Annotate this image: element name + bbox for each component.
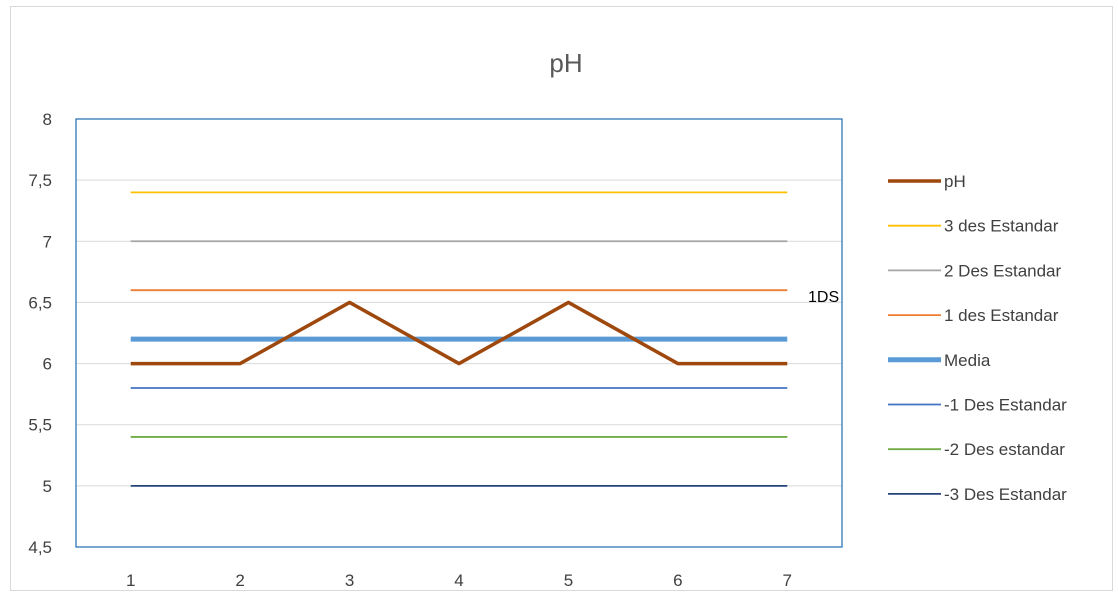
chart-title: pH xyxy=(549,48,582,78)
legend-label-ph: pH xyxy=(944,172,966,191)
x-tick-label: 6 xyxy=(673,571,682,590)
legend-label-3-des-estandar: 3 des Estandar xyxy=(944,217,1059,236)
y-axis-ticks: 4,5 5 5,5 6 6,5 7 7,5 8 xyxy=(28,110,52,557)
x-axis-ticks: 1 2 3 4 5 6 7 xyxy=(126,571,792,590)
annotation-label: 1DS xyxy=(808,289,839,306)
y-tick-label: 7 xyxy=(43,232,52,251)
x-tick-label: 7 xyxy=(783,571,792,590)
x-tick-label: 2 xyxy=(235,571,244,590)
chart-frame xyxy=(10,6,1113,591)
series-line-ph xyxy=(130,300,788,366)
annotations: 1DS xyxy=(808,289,839,306)
series-lines xyxy=(130,191,788,487)
legend-label-media: Media xyxy=(944,351,991,370)
legend-label-1-des-estandar: -1 Des Estandar xyxy=(944,396,1067,415)
x-tick-label: 5 xyxy=(564,571,573,590)
x-tick-label: 1 xyxy=(126,571,135,590)
x-tick-label: 4 xyxy=(454,571,463,590)
y-tick-label: 5,5 xyxy=(28,416,52,435)
legend: pH 3 des Estandar 2 Des Estandar 1 des Esta… xyxy=(888,172,1067,504)
y-tick-label: 4,5 xyxy=(28,538,52,557)
y-tick-label: 5 xyxy=(43,477,52,496)
legend-label-2-des-estandar: 2 Des Estandar xyxy=(944,261,1062,280)
grid-lines xyxy=(76,179,842,487)
legend-label-3-des-estandar: -3 Des Estandar xyxy=(944,485,1067,504)
x-tick-label: 3 xyxy=(345,571,354,590)
y-tick-label: 8 xyxy=(43,110,52,129)
legend-label-2-des-estandar: -2 Des estandar xyxy=(944,440,1065,459)
y-tick-label: 6,5 xyxy=(28,293,52,312)
y-tick-label: 7,5 xyxy=(28,171,52,190)
plot-area-border xyxy=(75,118,843,548)
y-tick-label: 6 xyxy=(43,355,52,374)
legend-label-1-des-estandar: 1 des Estandar xyxy=(944,306,1059,325)
